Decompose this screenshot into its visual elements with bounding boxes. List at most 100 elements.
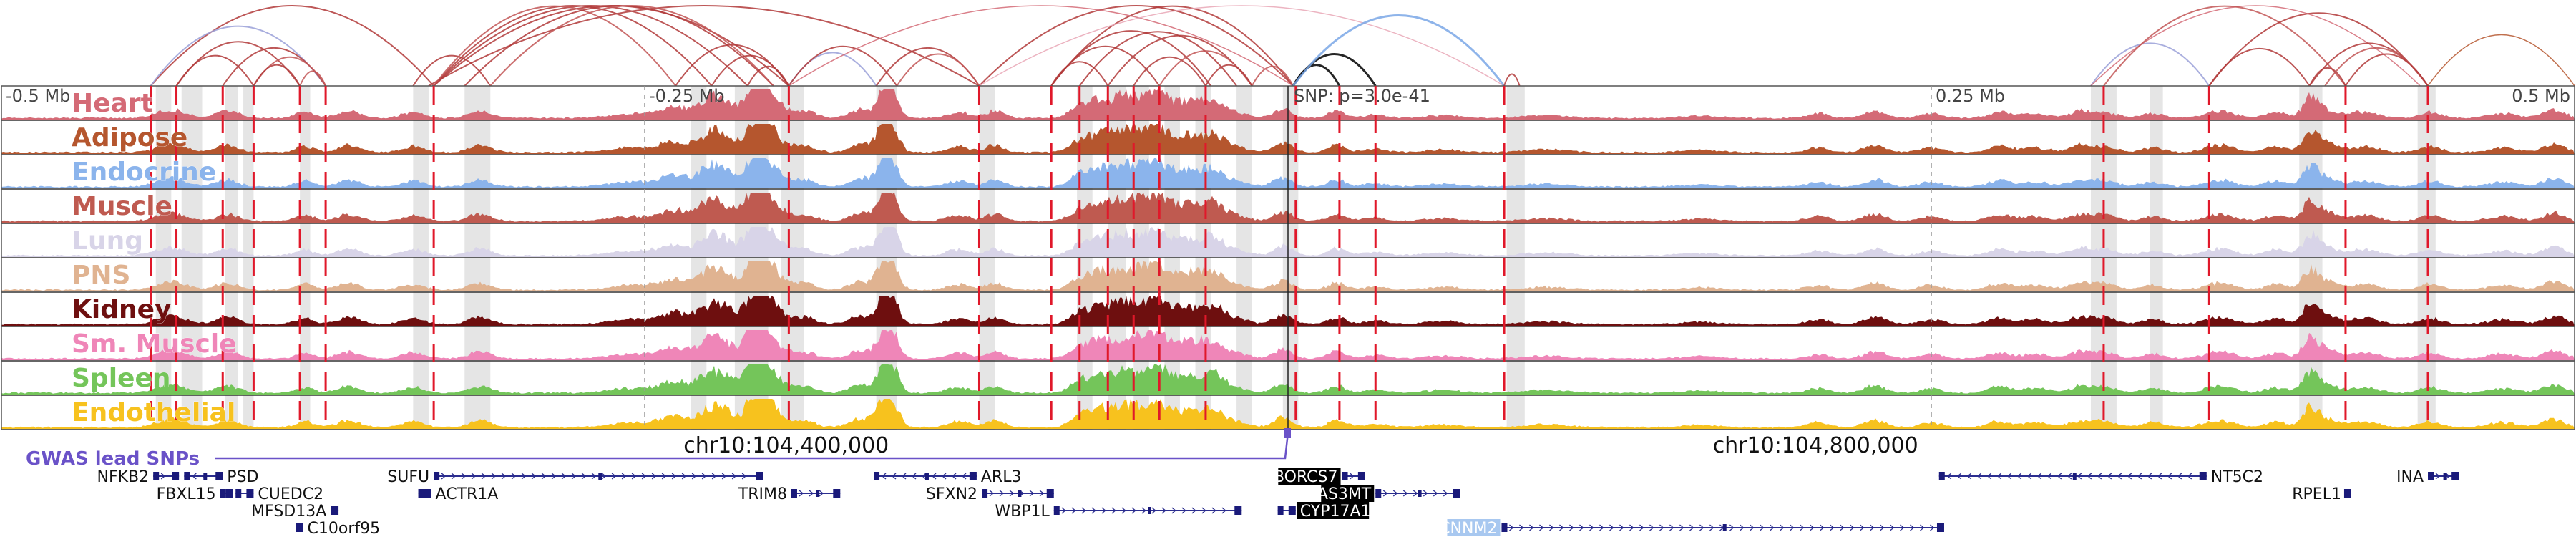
strand-chevron	[1569, 524, 1574, 531]
gwas-label: GWAS lead SNPs	[26, 448, 200, 470]
strand-chevron	[1061, 507, 1066, 514]
strand-chevron	[591, 473, 597, 480]
gene-label-highlight	[1447, 519, 1501, 536]
track-label-lung: Lung	[72, 226, 143, 256]
track-label-muscle: Muscle	[72, 192, 172, 221]
strand-chevron	[1091, 507, 1096, 514]
strand-chevron	[601, 473, 607, 480]
strand-chevron	[561, 473, 567, 480]
strand-chevron	[1790, 524, 1795, 531]
gene-fbxl15: FBXL15	[157, 485, 233, 503]
strand-chevron	[1211, 507, 1216, 514]
strand-chevron	[1029, 490, 1035, 497]
strand-chevron	[551, 473, 557, 480]
strand-chevron	[1890, 524, 1895, 531]
strand-chevron	[1956, 473, 1962, 480]
strand-chevron	[1996, 473, 2002, 480]
strand-chevron	[901, 473, 907, 480]
gene-exon	[246, 489, 254, 498]
region-markers	[150, 86, 2429, 430]
strand-chevron	[2036, 473, 2042, 480]
chromosome-position-label: chr10:104,800,000	[1713, 433, 1918, 458]
strand-chevron	[1880, 524, 1885, 531]
gene-exon	[235, 489, 242, 498]
gene-label-highlight	[1297, 502, 1370, 519]
track-label-endocrine: Endocrine	[72, 158, 216, 187]
gene-label: ACTR1A	[436, 485, 499, 503]
strand-chevron	[1946, 473, 1952, 480]
gene-label-highlight	[1321, 485, 1375, 502]
strand-chevron	[661, 473, 667, 480]
chromatin-loop	[978, 5, 1294, 87]
strand-chevron	[1071, 507, 1076, 514]
strand-chevron	[931, 473, 937, 480]
track-label-adipose: Adipose	[72, 123, 187, 153]
gene-label: AS3MT	[1317, 485, 1372, 503]
gene-exon	[225, 489, 233, 498]
strand-chevron	[511, 473, 517, 480]
strand-chevron	[1750, 524, 1755, 531]
strand-chevron	[2187, 473, 2192, 480]
strand-chevron	[611, 473, 617, 480]
strand-chevron	[809, 490, 814, 497]
chromatin-loop	[175, 54, 255, 87]
strand-chevron	[1181, 507, 1186, 514]
strand-chevron	[1201, 507, 1206, 514]
gene-label-highlight	[1278, 468, 1341, 485]
gene-exon	[2199, 472, 2207, 480]
strand-chevron	[2097, 473, 2102, 480]
strand-chevron	[1830, 524, 1835, 531]
strand-chevron	[1689, 524, 1694, 531]
chromatin-loop	[433, 5, 676, 87]
strand-chevron	[1679, 524, 1684, 531]
gene-exon	[2428, 472, 2434, 480]
chromatin-loop	[1133, 57, 1206, 87]
strand-chevron	[941, 473, 947, 480]
strand-chevron	[2016, 473, 2022, 480]
axis-tick-label: -0.5 Mb	[6, 86, 70, 106]
gene-exon	[816, 490, 820, 497]
gene-exon	[924, 473, 929, 480]
strand-chevron	[1539, 524, 1544, 531]
track-labels: Heart Adipose Endocrine Muscle Lung PNS Kidney…	[72, 89, 237, 428]
strand-chevron	[691, 473, 697, 480]
chromatin-loop	[896, 53, 980, 87]
gene-label: SFXN2	[926, 485, 977, 503]
gene-arl3: ARL3	[874, 468, 1021, 486]
strand-chevron	[1559, 524, 1564, 531]
chromatin-loops	[150, 5, 2575, 87]
chromatin-loop	[2427, 34, 2575, 87]
strand-chevron	[951, 473, 957, 480]
strand-chevron	[681, 473, 687, 480]
gene-exon	[2443, 473, 2447, 480]
track-label-heart: Heart	[72, 89, 153, 118]
strand-chevron	[1659, 524, 1664, 531]
strand-chevron	[2046, 473, 2052, 480]
chromatin-loop	[746, 65, 790, 87]
strand-chevron	[1740, 524, 1745, 531]
gene-exon	[1342, 472, 1348, 480]
gene-label: C10orf95	[308, 520, 381, 537]
gene-c10orf95: C10orf95	[296, 520, 381, 537]
snp-label: SNP: p=3.0e-41	[1294, 86, 1430, 106]
chromatin-loop	[1050, 61, 1109, 87]
strand-chevron	[1709, 524, 1714, 531]
strand-chevron	[571, 473, 577, 480]
strand-chevron	[1986, 473, 1992, 480]
gene-sfxn2: SFXN2	[926, 485, 1054, 503]
strand-chevron	[1976, 473, 1982, 480]
strand-chevron	[451, 473, 457, 480]
gene-label: INA	[2396, 468, 2424, 486]
gene-label: CUEDC2	[258, 485, 323, 503]
gene-exon	[296, 523, 303, 532]
strand-chevron	[581, 473, 587, 480]
strand-chevron	[741, 473, 747, 480]
strand-chevron	[881, 473, 887, 480]
strand-chevron	[1850, 524, 1855, 531]
gene-exon	[1046, 489, 1054, 498]
strand-chevron	[531, 473, 537, 480]
strand-chevron	[989, 490, 995, 497]
chromatin-loop	[150, 25, 326, 87]
chromatin-loop	[1251, 65, 1294, 87]
